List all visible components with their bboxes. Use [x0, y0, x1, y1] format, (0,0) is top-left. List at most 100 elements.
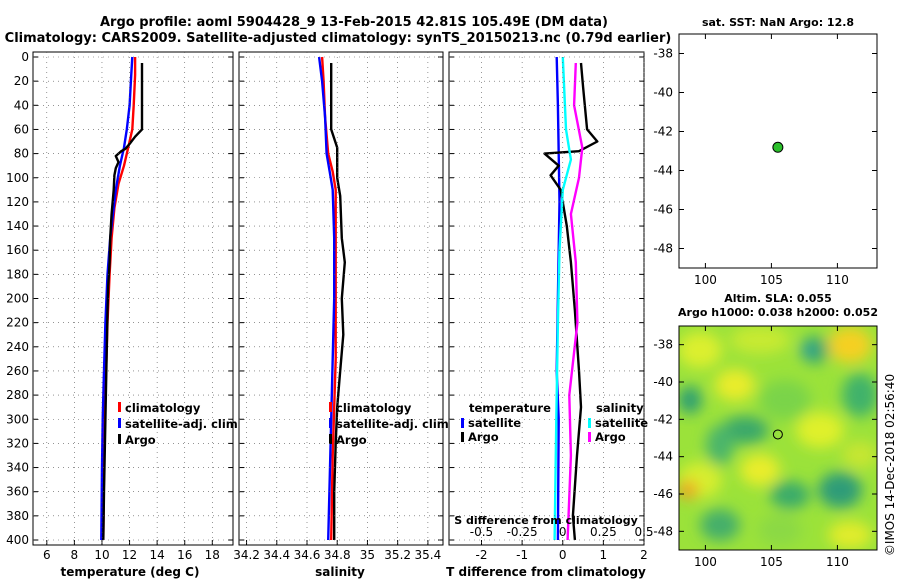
depth-tick-label: 400: [6, 533, 29, 547]
depth-tick-label: 140: [6, 219, 29, 233]
legend-satellite-swatch: [329, 418, 332, 428]
depth-tick-label: 300: [6, 412, 29, 426]
legend-t-satellite-swatch: [461, 418, 464, 428]
legend-argo-swatch: [329, 434, 332, 444]
legend-t-argo-swatch: [461, 432, 464, 442]
temperature-legend: climatology satellite-adj. clim. Argo: [118, 401, 242, 447]
x-tick-label: 16: [177, 548, 192, 562]
legend-climatology-label: climatology: [125, 401, 201, 415]
depth-ticks: 0 20 40 60 80 100 120 140 160 180 200 220 240 260 280 3…: [6, 50, 29, 547]
legend-s-satellite-label: satellite: [595, 416, 648, 430]
lat-tick-label: -44: [653, 450, 673, 464]
legend-climatology-swatch: [329, 402, 332, 412]
legend-s-argo-swatch: [588, 432, 591, 442]
series-line-satellite-adj-clim-: [317, 56, 336, 541]
series-line-s-argo: [566, 62, 584, 541]
lat-tick-label: -48: [653, 524, 673, 538]
x-tick-label: 34.4: [263, 548, 290, 562]
x-tick-label: 6: [43, 548, 51, 562]
x-tick-label: 0: [559, 548, 567, 562]
depth-tick-label: 20: [14, 74, 29, 88]
lat-tick-label: -44: [653, 164, 673, 178]
lon-tick-label: 100: [694, 273, 717, 287]
x-tick-label: 10: [94, 548, 109, 562]
x-tick-label: -1: [516, 548, 528, 562]
lon-tick-label: 100: [694, 555, 717, 569]
x-tick-label: 18: [205, 548, 220, 562]
temperature-x-ticks: 6 8 10 12 14 16 18: [43, 540, 220, 562]
salinity-x-ticks: 34.2 34.4 34.6 34.8 35 35.2 35.4: [233, 540, 441, 562]
lon-tick-label: 110: [826, 555, 849, 569]
x-tick-label: 34.8: [324, 548, 351, 562]
x-tick-label: 12: [122, 548, 137, 562]
difference-legend: temperature satellite Argo salinity sate…: [461, 401, 648, 444]
depth-tick-label: 360: [6, 485, 29, 499]
sla-subtitle: Argo h1000: 0.038 h2000: 0.052: [678, 306, 878, 319]
legend-s-satellite-swatch: [588, 418, 591, 428]
legend-climatology-label: climatology: [336, 401, 412, 415]
depth-tick-label: 0: [21, 50, 29, 64]
depth-tick-label: 380: [6, 509, 29, 523]
x-tick-label: 34.6: [294, 548, 321, 562]
lat-tick-label: -40: [653, 375, 673, 389]
sla-lat-ticks: -38 -40 -42 -44 -46 -48: [653, 338, 877, 538]
depth-tick-label: 160: [6, 243, 29, 257]
x-tick-label: 2: [640, 548, 648, 562]
legend-t-satellite-label: satellite: [468, 416, 521, 430]
x-tick-label: -2: [476, 548, 488, 562]
legend-s-argo-label: Argo: [595, 430, 626, 444]
lat-tick-label: -48: [653, 242, 673, 256]
copyright-credit: ©IMOS 14-Dec-2018 02:56:40: [883, 374, 897, 556]
lat-tick-label: -40: [653, 86, 673, 100]
sla-title: Altim. SLA: 0.055: [724, 292, 831, 305]
sla-panel: Altim. SLA: 0.055 Argo h1000: 0.038 h200…: [653, 292, 878, 569]
title-line2: Climatology: CARS2009. Satellite-adjuste…: [5, 31, 672, 46]
x-tick-label: 14: [149, 548, 164, 562]
series-line-satellite-adj-clim-: [100, 56, 134, 541]
x-tick-label: 35.2: [384, 548, 411, 562]
depth-tick-label: 180: [6, 267, 29, 281]
legend-argo-label: Argo: [336, 433, 367, 447]
location-title: sat. SST: NaN Argo: 12.8: [702, 16, 854, 29]
lon-tick-label: 110: [826, 273, 849, 287]
legend-t-argo-label: Argo: [468, 430, 499, 444]
depth-tick-label: 240: [6, 340, 29, 354]
location-lon-ticks: 100 105 110: [694, 34, 849, 287]
depth-tick-label: 260: [6, 364, 29, 378]
difference-panel: -2 -1 0 1 2 -0.5 -0.25 0 0.25 0.5 T difference f…: [446, 51, 654, 579]
lat-tick-label: -46: [653, 487, 673, 501]
sla-heatmap: [679, 326, 877, 550]
legend-argo-label: Argo: [125, 433, 156, 447]
lon-tick-label: 105: [760, 273, 783, 287]
depth-tick-label: 220: [6, 316, 29, 330]
temperature-x-label: temperature (deg C): [61, 565, 200, 579]
legend-temperature-title: temperature: [469, 401, 551, 415]
depth-tick-label: 80: [14, 147, 29, 161]
depth-tick-label: 280: [6, 388, 29, 402]
location-panel: sat. SST: NaN Argo: 12.8 -38 -40 -42 -44 -46…: [653, 16, 878, 287]
x-tick-label: 35: [360, 548, 375, 562]
depth-tick-label: 120: [6, 195, 29, 209]
x-tick-label: 8: [71, 548, 79, 562]
salinity-x-label: salinity: [315, 565, 365, 579]
depth-tick-label: 200: [6, 292, 29, 306]
depth-tick-label: 60: [14, 122, 29, 136]
series-line-t-argo: [543, 62, 599, 541]
temperature-panel: 0 20 40 60 80 100 120 140 160 180 200 220 240 260 280 3…: [6, 50, 242, 579]
lat-tick-label: -46: [653, 203, 673, 217]
title-line1: Argo profile: aoml 5904428_9 13-Feb-2015…: [100, 15, 608, 30]
legend-climatology-swatch: [118, 402, 121, 412]
location-lat-ticks: -38 -40 -42 -44 -46 -48: [653, 47, 877, 256]
legend-argo-swatch: [118, 434, 121, 444]
t-difference-label: T difference from climatology: [446, 565, 646, 579]
legend-salinity-title: salinity: [596, 401, 644, 415]
x-tick-label: 34.2: [233, 548, 260, 562]
depth-tick-label: 40: [14, 98, 29, 112]
lat-tick-label: -38: [653, 47, 673, 61]
x-tick-label: 35.4: [415, 548, 442, 562]
lat-tick-label: -42: [653, 412, 673, 426]
sla-lon-ticks: 100 105 110: [694, 326, 849, 569]
depth-tick-label: 100: [6, 171, 29, 185]
series-line-s-satellite: [553, 56, 573, 541]
